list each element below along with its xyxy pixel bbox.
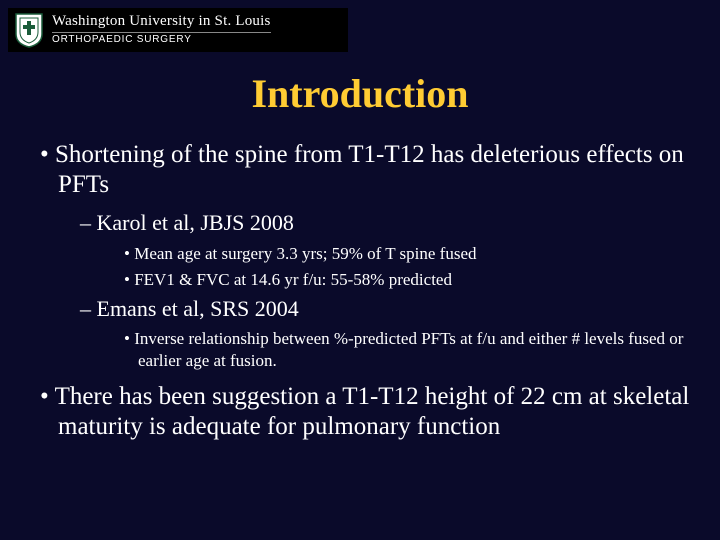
bullet-level3: Mean age at surgery 3.3 yrs; 59% of T sp… (30, 243, 690, 265)
logo-line1: Washington University in St. Louis (52, 14, 271, 30)
shield-icon (14, 12, 44, 48)
slide-content: Shortening of the spine from T1-T12 has … (30, 140, 690, 451)
bullet-level1: Shortening of the spine from T1-T12 has … (30, 140, 690, 199)
institution-logo-bar: Washington University in St. Louis ORTHO… (8, 8, 348, 52)
bullet-level2: Emans et al, SRS 2004 (30, 295, 690, 323)
logo-line2: ORTHOPAEDIC SURGERY (52, 32, 271, 46)
bullet-level3: FEV1 & FVC at 14.6 yr f/u: 55-58% predic… (30, 269, 690, 291)
slide-title: Introduction (0, 70, 720, 117)
logo-text: Washington University in St. Louis ORTHO… (52, 14, 271, 45)
bullet-level2: Karol et al, JBJS 2008 (30, 209, 690, 237)
bullet-level1: There has been suggestion a T1-T12 heigh… (30, 382, 690, 441)
bullet-level3: Inverse relationship between %-predicted… (30, 328, 690, 372)
